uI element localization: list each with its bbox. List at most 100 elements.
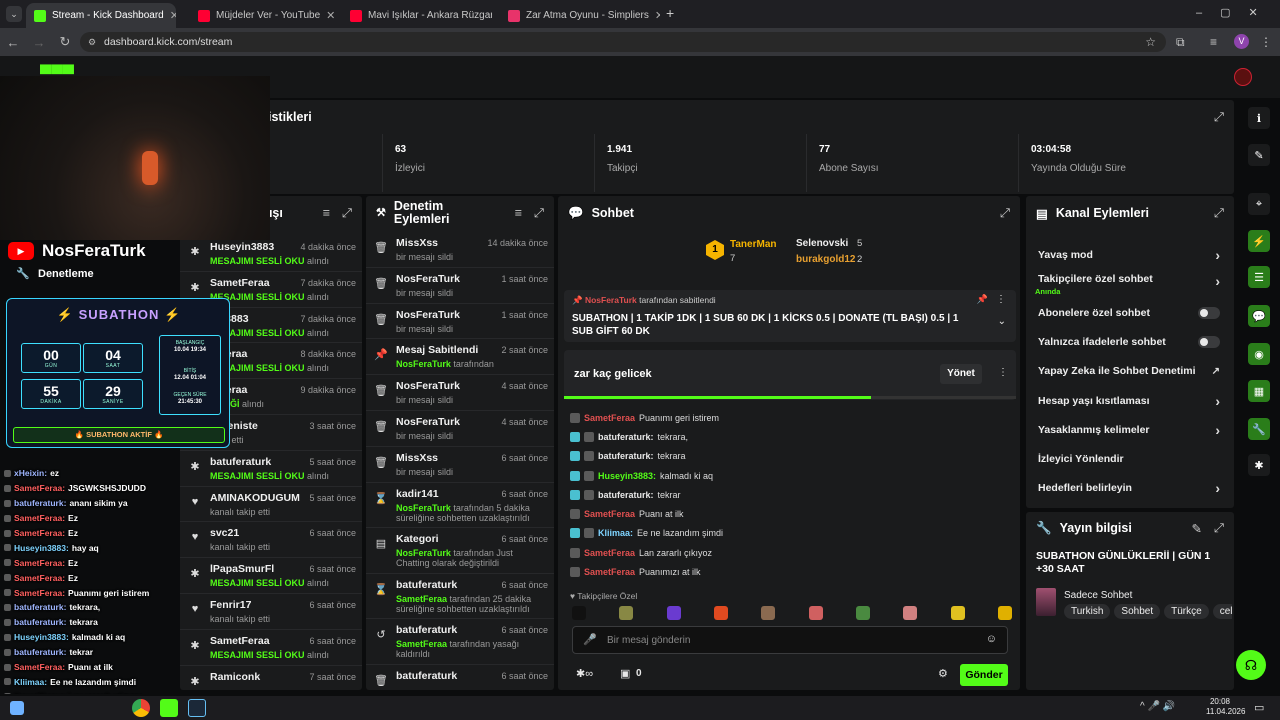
moderation-row[interactable]: ↺ batuferaturk 6 saat önce SametFeraa taraf… bbox=[366, 619, 554, 665]
bookmark-star-icon[interactable]: ☆ bbox=[1145, 35, 1156, 49]
activity-row[interactable]: ✱ batuferaturk 5 saat önce MESAJIMI SESLİ O… bbox=[180, 451, 362, 487]
poll-menu-icon[interactable]: ⋮ bbox=[998, 367, 1008, 378]
channel-action-item[interactable]: Yavaş mod › bbox=[1026, 240, 1234, 269]
browser-menu-icon[interactable]: ⋮ bbox=[1260, 35, 1272, 49]
leader-2-name[interactable]: Selenovski bbox=[796, 238, 849, 249]
emote-icon[interactable] bbox=[903, 606, 918, 620]
chat-message[interactable]: SametFeraa Puanı at ilk bbox=[570, 504, 1010, 523]
stream-tag[interactable]: Sohbet bbox=[1114, 604, 1161, 619]
activity-row[interactable]: ✱ SametFeraa 6 saat önce MESAJIMI SESLİ OKU… bbox=[180, 630, 362, 666]
profile-avatar[interactable]: V bbox=[1234, 34, 1249, 49]
chat-message[interactable]: SametFeraa Lan zararlı çıkıyoz bbox=[570, 543, 1010, 562]
activity-row[interactable]: ♥ svc21 6 saat önce kanalı takip etti bbox=[180, 522, 362, 559]
grid-icon[interactable]: ▦ bbox=[1248, 380, 1270, 402]
channel-points-icon[interactable]: ✱∞ bbox=[576, 668, 594, 680]
filter-icon[interactable]: ≡ bbox=[514, 205, 522, 220]
expand-icon[interactable]: ⤢ bbox=[999, 205, 1010, 220]
wrench-icon[interactable]: 🔧 bbox=[1248, 418, 1270, 440]
emote-icon[interactable] bbox=[997, 606, 1012, 620]
window-controls[interactable]: –▢✕ bbox=[1196, 7, 1276, 19]
unpin-icon[interactable]: 📌 bbox=[976, 294, 988, 304]
channel-action-item[interactable]: Yapay Zeka ile Sohbet Denetimi ↗ bbox=[1026, 357, 1234, 386]
emoji-icon[interactable]: ☺ bbox=[985, 633, 997, 645]
points-icon[interactable]: ✱ bbox=[1248, 454, 1270, 476]
tab-search-icon[interactable]: ⌄ bbox=[6, 6, 22, 22]
leader-1-name[interactable]: TanerMan bbox=[730, 239, 777, 250]
channel-action-item[interactable]: Yasaklanmış kelimeler › bbox=[1026, 415, 1234, 444]
browser-tab[interactable]: Müjdeler Ver - YouTube ✕ bbox=[190, 3, 340, 28]
broadcast-icon[interactable]: ◉ bbox=[1248, 343, 1270, 365]
back-icon[interactable]: ← bbox=[6, 34, 20, 50]
collapse-chevron-icon[interactable]: ⌄ bbox=[997, 316, 1006, 327]
channel-action-item[interactable]: İzleyici Yönlendir bbox=[1026, 444, 1234, 473]
clock[interactable]: 20:08 11.04.2026 bbox=[1206, 697, 1245, 717]
reload-icon[interactable]: ↻ bbox=[59, 34, 71, 49]
site-info-icon[interactable]: ⚙ bbox=[88, 36, 97, 47]
moderation-row[interactable]: 🗑 MissXss 14 dakika önce bir mesajı sildi bbox=[366, 232, 554, 268]
moderation-row[interactable]: ▤ Kategori 6 saat önce NosFeraTurk tarafınd… bbox=[366, 528, 554, 574]
moderation-row[interactable]: 🗑 NosFeraTurk 4 saat önce bir mesajı sildi bbox=[366, 375, 554, 411]
pinned-message[interactable]: 📌 NosFeraTurk tarafından sabitlendi SUBA… bbox=[564, 290, 1016, 342]
activity-row[interactable]: ✱ SametFeraa 7 dakika önce MESAJIMI SESLİ O… bbox=[180, 272, 362, 308]
toggle-switch[interactable] bbox=[1198, 306, 1220, 319]
browser-tab[interactable]: Stream - Kick Dashboard ✕ bbox=[26, 3, 176, 28]
chat-username[interactable]: SametFeraa bbox=[584, 509, 636, 520]
expand-icon[interactable]: ⤢ bbox=[1213, 205, 1224, 220]
emote-icon[interactable] bbox=[572, 606, 586, 620]
moderation-row[interactable]: 🗑 NosFeraTurk 1 saat önce bir mesajı sildi bbox=[366, 304, 554, 340]
emote-icon[interactable] bbox=[713, 606, 728, 620]
chat-settings-icon[interactable]: ⚙ bbox=[938, 668, 948, 680]
channel-action-item[interactable]: Yalnızca ifadelerle sohbet bbox=[1026, 328, 1234, 357]
chat-message[interactable]: SametFeraa Puanımızı at ilk bbox=[570, 562, 1010, 581]
channel-action-item[interactable]: Takipçilere özel sohbet Anında › bbox=[1026, 269, 1234, 298]
reading-list-icon[interactable]: ≡ bbox=[1210, 35, 1218, 49]
moderation-row[interactable]: 🗑 MissXss 6 saat önce bir mesajı sildi bbox=[366, 447, 554, 483]
moderation-row[interactable]: 🗑 batuferaturk 6 saat önce bbox=[366, 665, 554, 690]
support-chat-icon[interactable]: ☊ bbox=[1236, 650, 1266, 680]
stream-tag[interactable]: Turkish bbox=[1064, 604, 1111, 619]
activity-row[interactable]: ♥ Fenrir17 6 saat önce kanalı takip etti bbox=[180, 594, 362, 630]
expand-icon[interactable]: ⤢ bbox=[341, 205, 352, 220]
clip-icon[interactable]: ⌖ bbox=[1248, 193, 1270, 215]
chat-username[interactable]: SametFeraa bbox=[584, 412, 636, 423]
kick-app-icon[interactable] bbox=[160, 699, 178, 717]
channel-action-item[interactable]: Abonelere özel sohbet bbox=[1026, 298, 1234, 327]
chat-username[interactable]: Kliimaa: bbox=[598, 528, 634, 539]
channel-action-item[interactable]: Hesap yaşı kısıtlaması › bbox=[1026, 386, 1234, 415]
emote-icon[interactable] bbox=[950, 606, 965, 620]
tab-close-icon[interactable]: ✕ bbox=[654, 10, 660, 22]
tab-close-icon[interactable]: ✕ bbox=[326, 10, 336, 22]
chat-icon[interactable]: 💬 bbox=[1248, 305, 1270, 327]
filter-icon[interactable]: ≡ bbox=[322, 205, 330, 220]
url-field[interactable]: ⚙ dashboard.kick.com/stream ☆ bbox=[80, 32, 1166, 52]
extensions-icon[interactable]: ⧉ bbox=[1176, 34, 1185, 49]
moderation-row[interactable]: ⌛ kadir141 6 saat önce NosFeraTurk tarafınd… bbox=[366, 483, 554, 529]
chrome-icon[interactable] bbox=[132, 699, 150, 717]
edit-icon[interactable]: ✎ bbox=[1191, 521, 1202, 536]
store-icon[interactable]: ▣ bbox=[620, 668, 631, 680]
moderation-row[interactable]: 🗑 NosFeraTurk 1 saat önce bir mesajı sildi bbox=[366, 268, 554, 304]
chat-username[interactable]: Huseyin3883: bbox=[598, 470, 657, 481]
mic-icon[interactable]: 🎤 bbox=[583, 634, 597, 646]
new-tab-button[interactable]: + bbox=[666, 5, 675, 21]
chat-username[interactable]: batuferaturk: bbox=[598, 489, 654, 500]
category-name[interactable]: Sadece Sohbet bbox=[1064, 590, 1133, 601]
moderation-row[interactable]: ⌛ batuferaturk 6 saat önce SametFeraa taraf… bbox=[366, 574, 554, 620]
expand-icon[interactable]: ⤢ bbox=[533, 205, 544, 220]
activity-row[interactable]: ♥ AMINAKODUGUM 5 saat önce kanalı takip et… bbox=[180, 487, 362, 523]
moderation-row[interactable]: 📌 Mesaj Sabitlendi 2 saat önce NosFeraTurk … bbox=[366, 339, 554, 376]
leader-3-name[interactable]: burakgold12 bbox=[796, 254, 856, 265]
chat-input[interactable]: 🎤 Bir mesaj gönderin ☺ bbox=[572, 626, 1008, 654]
info-icon[interactable]: ℹ bbox=[1248, 107, 1270, 129]
start-icon[interactable] bbox=[10, 701, 24, 715]
activity-row[interactable]: ✱ lPapaSmurFl 6 saat önce MESAJIMI SESLİ OK… bbox=[180, 558, 362, 594]
forward-icon[interactable]: → bbox=[32, 34, 46, 50]
poll-card[interactable]: zar kaç gelicek Yönet ⋮ bbox=[564, 350, 1016, 400]
poll-manage-button[interactable]: Yönet bbox=[940, 364, 982, 384]
emote-icon[interactable] bbox=[619, 606, 634, 620]
emote-icon[interactable] bbox=[666, 606, 681, 620]
chat-username[interactable]: SametFeraa bbox=[584, 547, 636, 558]
expand-icon[interactable]: ⤢ bbox=[1213, 109, 1224, 124]
chat-username[interactable]: batuferaturk: bbox=[598, 431, 654, 442]
chat-username[interactable]: SametFeraa bbox=[584, 567, 636, 578]
